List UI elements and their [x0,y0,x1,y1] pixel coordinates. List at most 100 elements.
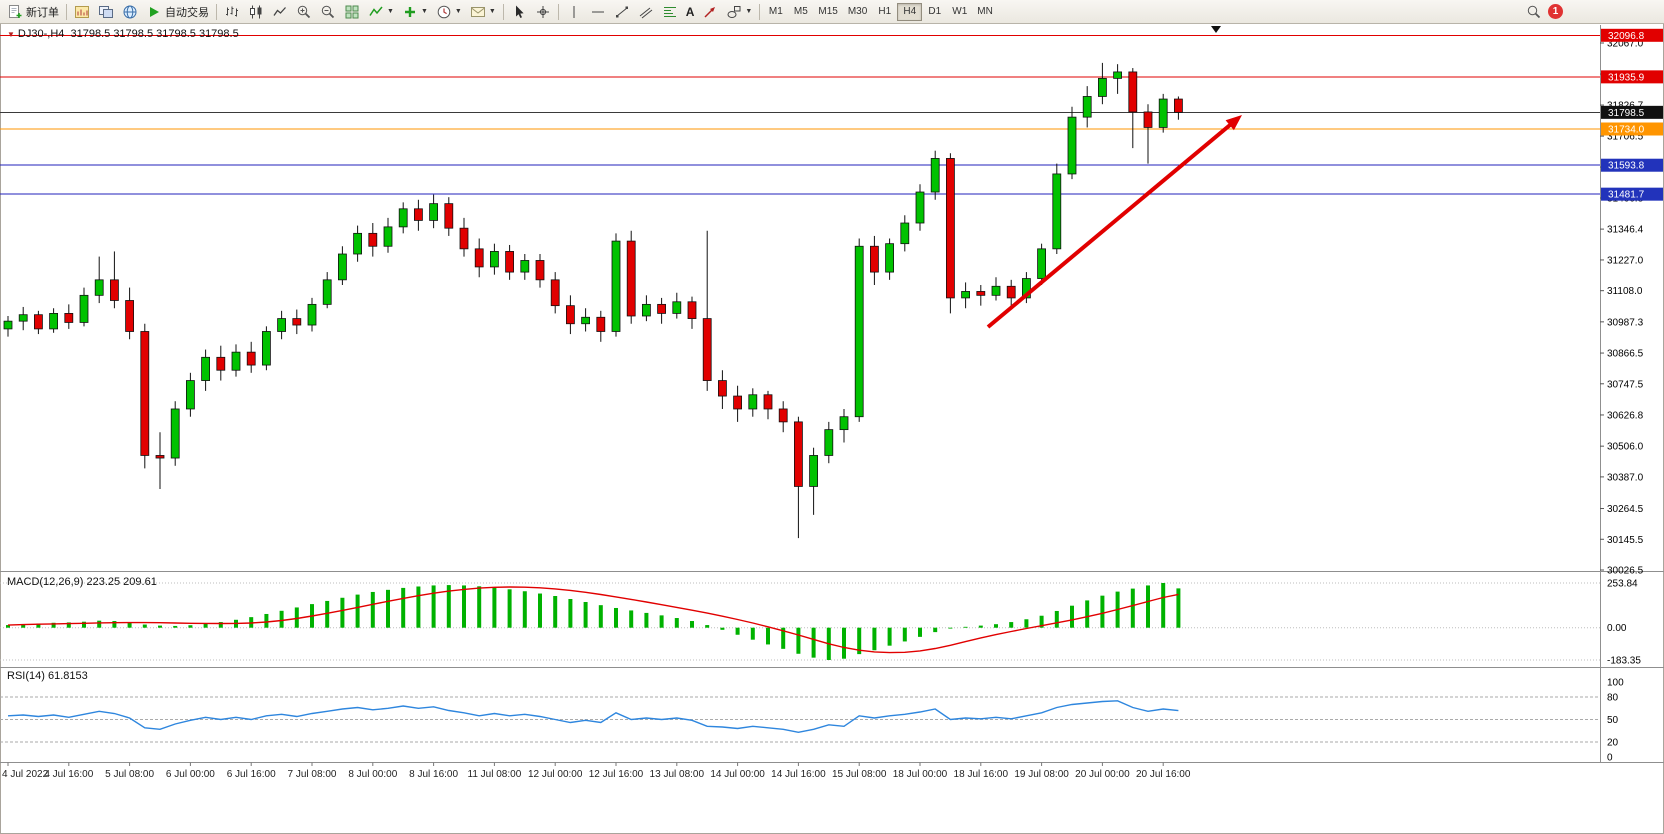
price-tick-label: 30145.5 [1607,535,1644,546]
macd-histogram-bar [188,625,193,628]
timeframe-m30[interactable]: M30 [843,3,872,21]
timeframe-mn[interactable]: MN [972,3,998,21]
candle-body [687,301,697,319]
candle-body [261,331,271,366]
macd-histogram-bar [36,623,41,628]
timeframe-m15[interactable]: M15 [813,3,842,21]
macd-histogram-bar [203,623,208,628]
templates-button[interactable]: ▼ [466,2,500,22]
zoom-out-button[interactable] [316,2,340,22]
candle-body [581,316,590,325]
trendline-tool-button[interactable] [610,2,634,22]
auto-trading-icon [150,6,159,17]
rsi-level-label: 0 [1607,753,1613,764]
timeframe-h4[interactable]: H4 [897,2,923,21]
price-tick-label: 31346.4 [1607,225,1644,236]
candle-body [292,318,302,326]
macd-histogram-bar [583,601,588,628]
timeframe-d1[interactable]: D1 [922,3,947,21]
envelope-icon [470,6,485,17]
macd-scale-label: -183.35 [1607,656,1641,667]
new-chart-button[interactable] [70,2,94,22]
search-button[interactable] [1522,2,1546,22]
channel-tool-button[interactable] [634,2,658,22]
time-axis-label: 18 Jul 16:00 [954,769,1009,780]
price-label-text: 32096.8 [1608,31,1645,42]
macd-histogram-bar [720,627,725,630]
chart-window[interactable] [0,24,1664,834]
market-watch-icon [123,5,137,18]
macd-histogram-bar [1176,588,1181,628]
line-chart-button[interactable] [268,2,292,22]
candle-body [1098,77,1107,97]
candle-body [535,260,545,281]
profiles-button[interactable] [94,2,118,22]
timeframe-h1[interactable]: H1 [872,3,897,21]
bar-chart-button[interactable] [220,2,244,22]
periods-button[interactable]: ▼ [432,2,466,22]
candlestick-chart-button[interactable] [244,2,268,22]
timeframe-m5[interactable]: M5 [788,3,813,21]
indicators-button[interactable]: ▼ [364,2,398,22]
macd-histogram-bar [507,589,512,628]
candle-body [505,251,515,273]
candle-body [413,208,423,221]
time-axis-label: 19 Jul 08:00 [1014,769,1069,780]
timeframe-w1[interactable]: W1 [947,3,972,21]
timeframe-m1[interactable]: M1 [763,3,788,21]
candle-body [672,301,682,314]
macd-histogram-bar [158,625,162,628]
macd-histogram-bar [462,585,466,628]
fibonacci-tool-button[interactable] [658,2,682,22]
macd-histogram-bar [553,596,558,628]
tile-windows-button[interactable] [340,2,364,22]
add-indicator-button[interactable]: ▼ [398,2,432,22]
market-watch-button[interactable] [118,2,142,22]
candle-body [353,232,363,255]
time-axis-label: 4 Jul 16:00 [44,769,93,780]
rsi-line [7,700,1179,734]
macd-histogram-bar [370,591,375,628]
time-axis-label: 14 Jul 16:00 [771,769,826,780]
price-tick-label: 30387.0 [1607,472,1644,483]
candle-body [444,203,454,229]
cursor-icon [515,5,524,18]
candle-body [170,408,180,459]
vertical-line-tool-button[interactable] [562,2,586,22]
candle-body [611,240,621,332]
macd-histogram-bar [933,627,938,633]
macd-histogram-bar [1054,610,1059,628]
chart-canvas[interactable]: 32067.031946.831826.731706.531586.631466… [0,24,1664,834]
macd-histogram-bar [325,600,330,628]
arrow-tool-button[interactable] [698,2,722,22]
macd-histogram-bar [857,627,862,655]
candle-body [1143,111,1153,128]
candle-body [566,305,575,325]
horizontal-line-tool-button[interactable] [586,2,610,22]
auto-trading-button[interactable]: 自动交易 [142,2,213,22]
macd-histogram-bar [401,587,406,628]
time-axis-label: 12 Jul 00:00 [528,769,583,780]
notification-badge[interactable]: 1 [1548,4,1563,19]
cursor-button[interactable] [507,2,531,22]
candle-body [778,408,788,423]
candle-body [550,279,560,307]
macd-histogram-bar [598,605,603,628]
add-indicator-icon [404,6,415,17]
new-order-button[interactable]: 新订单 [3,2,63,22]
macd-histogram-bar [796,627,801,654]
macd-histogram-bar [1130,588,1135,628]
macd-histogram-bar [963,626,968,628]
price-tick-label: 30506.0 [1607,442,1644,453]
candle-body [398,208,408,228]
candle-body [155,455,165,459]
price-tick-label: 31706.5 [1607,132,1644,143]
time-axis-label: 6 Jul 16:00 [227,769,276,780]
zoom-in-button[interactable] [292,2,316,22]
price-tick-label: 31108.0 [1607,286,1643,297]
shapes-tool-button[interactable]: ▼ [722,2,756,22]
candle-body [201,356,211,381]
candle-body [1113,71,1122,79]
crosshair-button[interactable] [531,2,555,22]
text-tool-button[interactable]: A [682,2,699,22]
